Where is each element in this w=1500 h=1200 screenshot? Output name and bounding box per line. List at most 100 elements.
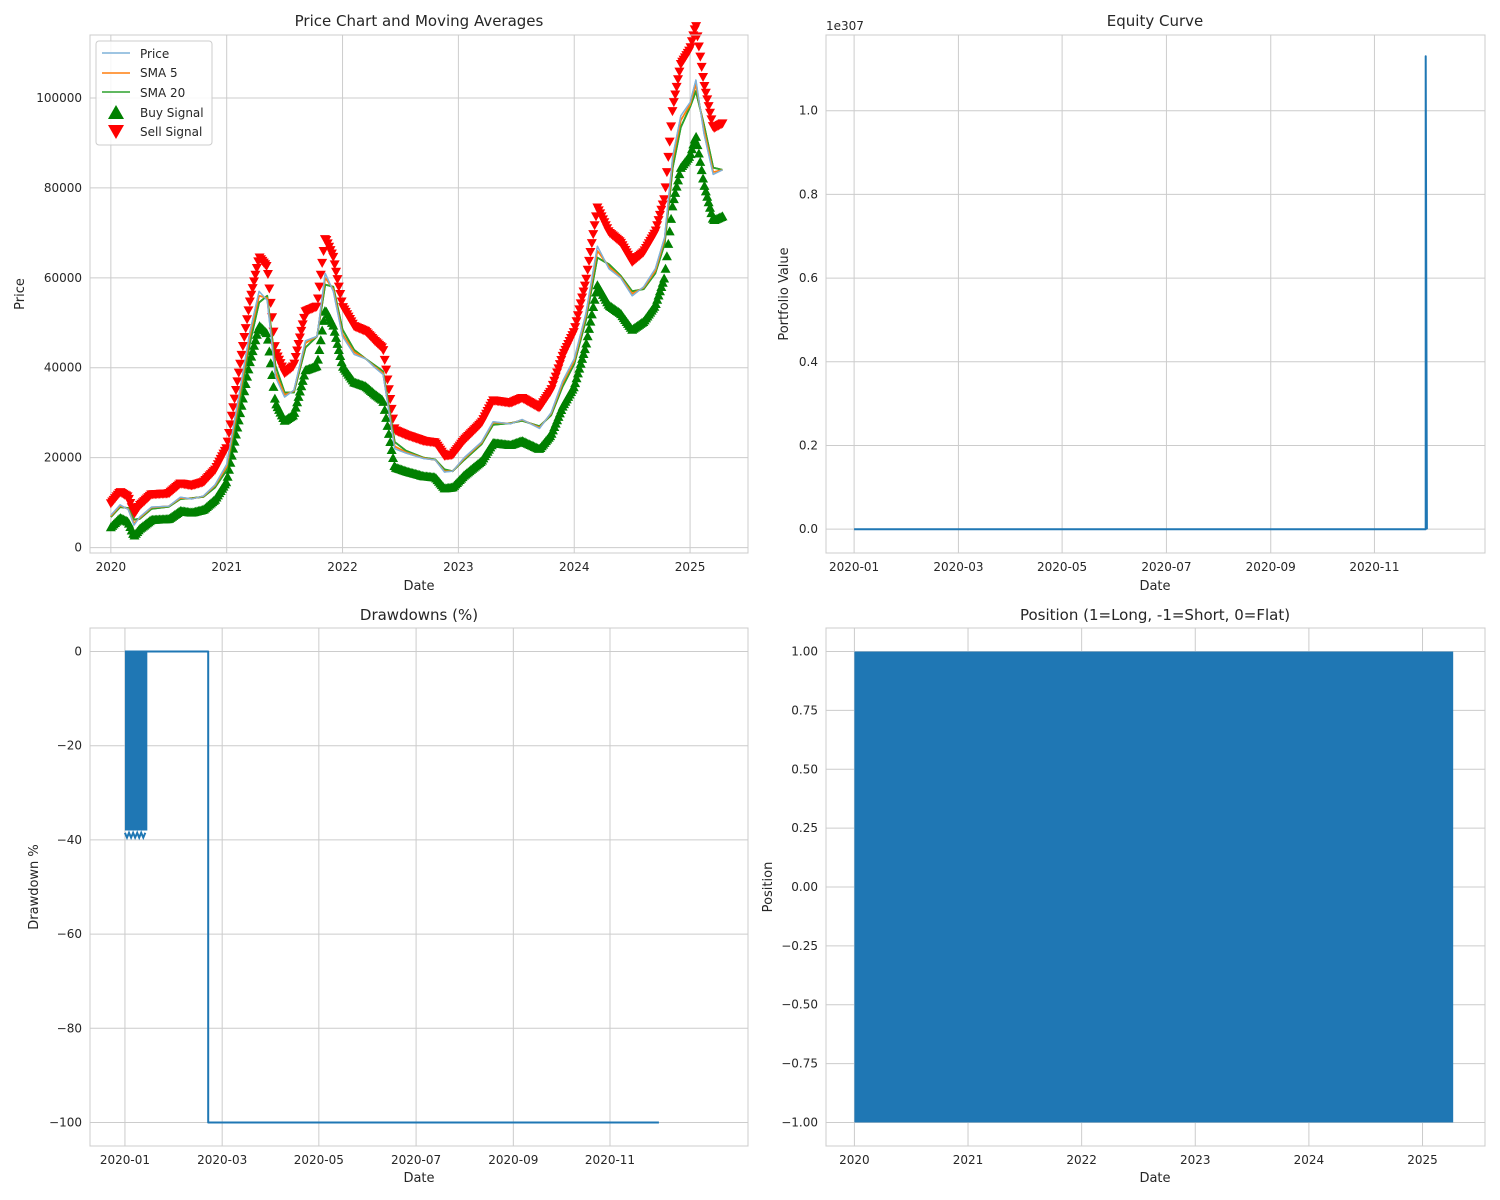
price-x-axis-label: Date	[403, 579, 434, 594]
buy-signal-marker	[314, 344, 325, 354]
equity-x-axis-label: Date	[1139, 579, 1170, 594]
buy-signal-marker	[294, 386, 305, 396]
buy-signal-marker	[331, 332, 342, 342]
sell-signal-marker	[584, 256, 595, 266]
sell-signal-marker	[670, 90, 681, 100]
price-ticks: 2020 2021 2022 2023 2024 2025 0 20000 40000 60000…	[36, 91, 705, 574]
equity-x-tick-label: 2020-07	[1141, 560, 1191, 574]
sell-signal-marker	[585, 247, 596, 257]
sell-signal-marker	[249, 277, 260, 287]
buy-signal-marker	[578, 349, 589, 359]
drawdown-band-edge	[123, 830, 147, 841]
equity-series	[854, 55, 1428, 531]
equity-y-tick-label: 0.2	[799, 438, 818, 452]
drawdown-plot-area	[90, 628, 748, 1146]
position-y-tick-label: 0.50	[791, 762, 818, 776]
sell-signal-marker	[328, 252, 339, 262]
sell-signal-marker	[589, 221, 600, 231]
buy-signal-marker	[706, 208, 717, 218]
sell-signal-marker	[666, 122, 677, 132]
buy-signal-marker	[311, 361, 322, 371]
sell-signal-marker	[229, 394, 240, 404]
equity-plot-area	[826, 35, 1485, 553]
equity-y-axis-label: Portfolio Value	[777, 247, 792, 340]
equity-chart-title: Equity Curve	[1107, 12, 1203, 30]
sell-signal-marker	[657, 200, 668, 210]
drawdown-x-tick-label: 2020-01	[100, 1153, 150, 1167]
sell-signal-marker	[290, 353, 301, 363]
equity-frame	[825, 34, 1486, 554]
buy-signal-marker	[571, 373, 582, 383]
position-y-tick-label: 0.25	[791, 821, 818, 835]
buy-signal-marker	[312, 354, 323, 364]
equity-chart-panel: 2020-01 2020-03 2020-05 2020-07 2020-09 2020-…	[777, 12, 1486, 594]
buy-signal-marker	[388, 452, 399, 462]
sell-signal-marker	[311, 302, 322, 312]
sell-signal-marker	[299, 313, 310, 323]
sell-signal-marker	[236, 350, 247, 360]
sell-signal-marker	[262, 270, 273, 280]
buy-signal-marker	[671, 181, 682, 191]
sell-signal-marker	[228, 403, 239, 413]
price-frame	[89, 34, 749, 554]
drawdown-y-tick-label: −80	[57, 1021, 82, 1035]
buy-signal-marker	[693, 148, 704, 158]
buy-signal-marker	[296, 381, 307, 391]
drawdown-x-tick-label: 2020-07	[391, 1153, 441, 1167]
buy-signal-marker	[385, 436, 396, 446]
position-x-axis-label: Date	[1139, 1171, 1170, 1186]
equity-y-tick-label: 0.8	[799, 187, 818, 201]
position-fill-band	[854, 651, 1454, 1123]
price-x-tick-label: 2020	[96, 560, 127, 574]
position-x-tick-label: 2024	[1294, 1153, 1325, 1167]
price-x-tick-label: 2022	[327, 560, 358, 574]
sell-signal-marker	[654, 210, 665, 220]
buy-signal-marker	[289, 407, 300, 417]
sell-signal-marker	[686, 37, 697, 47]
buy-signal-marker	[670, 187, 681, 197]
buy-signal-marker	[586, 309, 597, 319]
position-x-tick-label: 2023	[1180, 1153, 1211, 1167]
sell-signal-marker	[578, 287, 589, 297]
sell-signal-marker	[331, 267, 342, 277]
drawdown-x-tick-label: 2020-05	[294, 1153, 344, 1167]
buy-signal-marker	[570, 378, 581, 388]
buy-signal-marker	[705, 202, 716, 212]
equity-y-tick-label: 0.0	[799, 522, 818, 536]
sell-signal-marker	[691, 22, 702, 32]
buy-signal-marker	[318, 315, 329, 325]
drawdown-x-tick-label: 2020-03	[197, 1153, 247, 1167]
equity-x-tick-label: 2020-11	[1349, 560, 1399, 574]
buy-signal-marker	[222, 471, 233, 481]
price-series	[105, 22, 728, 540]
sell-signal-marker	[685, 43, 696, 53]
buy-signal-marker	[582, 331, 593, 341]
legend-sell-marker	[108, 125, 124, 139]
buy-signal-marker	[661, 251, 672, 261]
sell-signal-marker	[312, 294, 323, 304]
buy-signal-marker	[379, 404, 390, 414]
sell-signal-marker	[237, 341, 248, 351]
sell-signal-marker	[696, 62, 707, 72]
sell-signal-marker	[703, 102, 714, 112]
buy-signal-marker	[292, 397, 303, 407]
buy-signal-marker	[335, 351, 346, 361]
sell-signal-marker	[289, 359, 300, 369]
sell-signal-marker	[586, 239, 597, 249]
sell-signal-marker	[296, 326, 307, 336]
drawdown-x-tick-label: 2020-09	[488, 1153, 538, 1167]
sell-signal-marker	[243, 306, 254, 316]
price-line-overlay	[110, 79, 723, 526]
position-series	[854, 651, 1454, 1123]
sell-signal-marker	[668, 98, 679, 108]
buy-signal-marker	[660, 263, 671, 273]
buy-signal-marker	[702, 191, 713, 201]
buy-signal-marker	[332, 338, 343, 348]
price-x-tick-label: 2025	[675, 560, 706, 574]
sell-signal-marker	[653, 216, 664, 226]
price-y-tick-label: 40000	[44, 361, 82, 375]
sell-signal-marker	[702, 95, 713, 105]
buy-signal-marker	[698, 173, 709, 183]
sell-signal-marker	[699, 82, 710, 92]
sell-signal-marker	[244, 297, 255, 307]
